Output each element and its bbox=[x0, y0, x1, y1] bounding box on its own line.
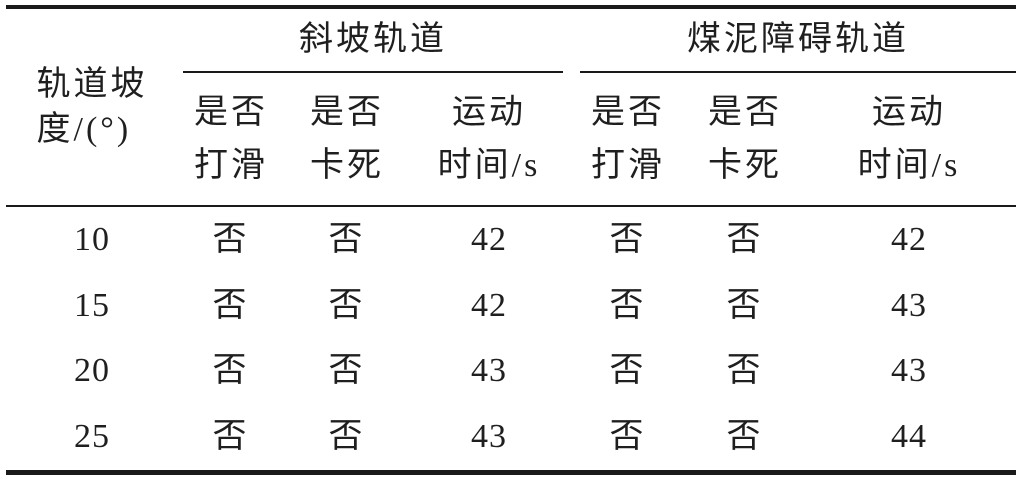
stuck-value: 否 bbox=[726, 220, 764, 258]
table-header: 轨道坡 度/(°) 斜坡轨道 煤泥障碍轨道 是否 打滑 是否 卡死 运动 时间/… bbox=[6, 9, 1016, 207]
stuck-value: 否 bbox=[726, 286, 764, 324]
subheader-line2: 打滑 bbox=[591, 147, 665, 184]
results-table: 轨道坡 度/(°) 斜坡轨道 煤泥障碍轨道 是否 打滑 是否 卡死 运动 时间/… bbox=[6, 5, 1016, 475]
time-value: 43 bbox=[471, 352, 507, 390]
slope-value: 25 bbox=[74, 418, 110, 456]
slip-value: 否 bbox=[609, 418, 647, 456]
time-value: 43 bbox=[891, 352, 927, 390]
slope-value: 20 bbox=[74, 352, 110, 390]
subheader-line1: 运动 bbox=[872, 94, 946, 131]
stub-header-line2: 度/(°) bbox=[36, 111, 132, 148]
time-value: 42 bbox=[891, 220, 927, 258]
slip-value: 否 bbox=[212, 286, 250, 324]
slip-value: 否 bbox=[609, 220, 647, 258]
subheader-line1: 运动 bbox=[452, 94, 526, 131]
subheader-slip-slope: 是否 打滑 bbox=[178, 73, 284, 205]
stub-header-track-slope: 轨道坡 度/(°) bbox=[6, 9, 178, 205]
stuck-value: 否 bbox=[328, 352, 366, 390]
stuck-value: 否 bbox=[726, 352, 764, 390]
subheader-line2: 打滑 bbox=[194, 147, 268, 184]
subheader-line1: 是否 bbox=[310, 94, 384, 131]
slip-value: 否 bbox=[212, 220, 250, 258]
slip-value: 否 bbox=[212, 418, 250, 456]
time-value: 42 bbox=[471, 220, 507, 258]
stuck-value: 否 bbox=[328, 418, 366, 456]
subheader-stuck-slope: 是否 卡死 bbox=[284, 73, 410, 205]
subheader-line1: 是否 bbox=[591, 94, 665, 131]
subheader-line1: 是否 bbox=[194, 94, 268, 131]
subheader-line1: 是否 bbox=[708, 94, 782, 131]
slope-value: 15 bbox=[74, 286, 110, 324]
stub-header-line1: 轨道坡 bbox=[36, 66, 148, 103]
subheader-motion-time-coal-mud: 运动 时间/s bbox=[802, 73, 1016, 205]
subheader-line2: 卡死 bbox=[310, 147, 384, 184]
time-value: 43 bbox=[891, 286, 927, 324]
time-value: 42 bbox=[471, 286, 507, 324]
slope-value: 10 bbox=[74, 220, 110, 258]
subheader-line2: 卡死 bbox=[708, 147, 782, 184]
subheader-motion-time-slope: 运动 时间/s bbox=[410, 73, 568, 205]
slip-value: 否 bbox=[212, 352, 250, 390]
stuck-value: 否 bbox=[726, 418, 764, 456]
time-value: 44 bbox=[891, 418, 927, 456]
subheader-line2: 时间/s bbox=[857, 147, 961, 184]
subheader-stuck-coal-mud: 是否 卡死 bbox=[688, 73, 802, 205]
time-value: 43 bbox=[471, 418, 507, 456]
stuck-value: 否 bbox=[328, 286, 366, 324]
slip-value: 否 bbox=[609, 286, 647, 324]
slip-value: 否 bbox=[609, 352, 647, 390]
table-body: 10 否 否 42 否 否 42 15 否 否 42 否 否 43 20 否 否… bbox=[6, 207, 1016, 475]
group-title-slope-track: 斜坡轨道 bbox=[183, 9, 563, 73]
stuck-value: 否 bbox=[328, 220, 366, 258]
group-title-coal-mud-obstacle-track: 煤泥障碍轨道 bbox=[580, 9, 1016, 73]
subheader-slip-coal-mud: 是否 打滑 bbox=[568, 73, 688, 205]
subheader-line2: 时间/s bbox=[437, 147, 541, 184]
stub-header-text: 轨道坡 度/(°) bbox=[37, 62, 148, 152]
